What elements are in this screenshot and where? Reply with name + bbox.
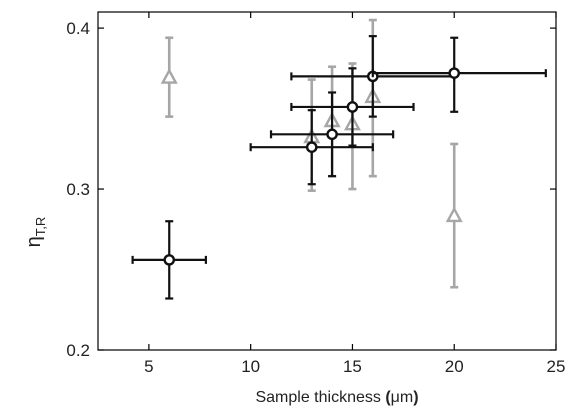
data-point-circle	[448, 67, 461, 79]
data-point-circle	[346, 101, 359, 113]
x-axis-label-main: Sample thickness	[255, 389, 385, 406]
x-tick-label: 5	[144, 357, 153, 376]
y-tick-label: 0.3	[66, 180, 90, 199]
x-axis-label-close: )	[413, 389, 418, 406]
y-axis-label-subscript: T,R	[33, 217, 48, 237]
data-point-circle	[163, 254, 176, 266]
y-tick-label: 0.2	[66, 341, 90, 360]
x-tick-label: 25	[547, 357, 566, 376]
data-point-triangle	[160, 68, 178, 84]
y-axis-label-symbol: η	[23, 236, 45, 247]
plot-frame	[97, 11, 557, 351]
series-circles	[131, 35, 547, 300]
data-point-circle	[305, 141, 318, 153]
data-point-triangle	[445, 206, 463, 223]
x-axis-label-open: (	[385, 389, 391, 406]
x-axis-label-unit: μm	[391, 389, 414, 406]
x-axis-label: Sample thickness (μm)	[255, 389, 418, 406]
x-tick-label: 20	[445, 357, 464, 376]
x-tick-label: 15	[343, 357, 362, 376]
x-tick-label: 10	[241, 357, 260, 376]
y-tick-label: 0.4	[66, 19, 90, 38]
data-point-circle	[326, 128, 338, 141]
y-axis-label: ηT,R	[23, 217, 48, 248]
